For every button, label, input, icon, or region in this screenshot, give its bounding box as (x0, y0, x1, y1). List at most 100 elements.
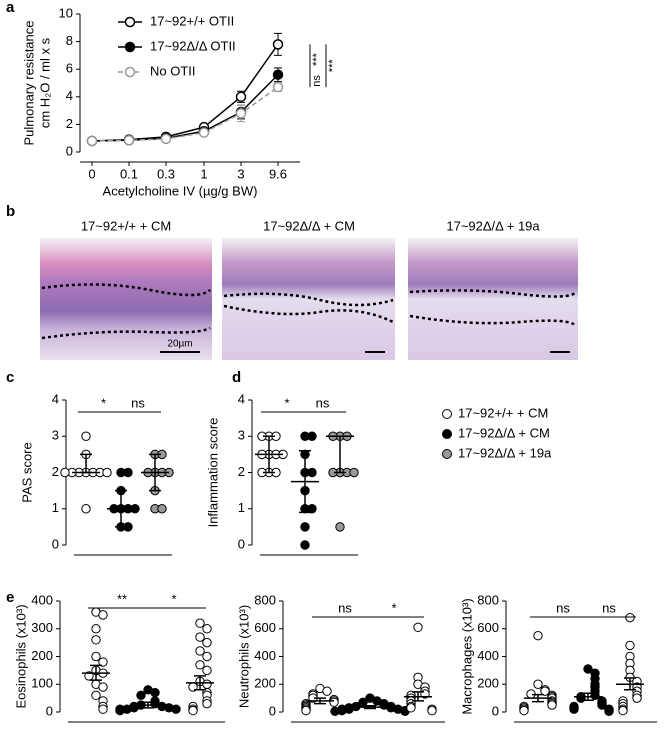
data-point (171, 704, 181, 714)
data-point (533, 630, 543, 641)
data-point (335, 522, 345, 532)
x-axis-label: Acetylcholine IV (µg/g BW) (103, 183, 258, 198)
marker (235, 91, 247, 103)
series-line (91, 43, 279, 142)
x-tick-label: 0.3 (157, 166, 175, 181)
x-tick-label: 1 (200, 166, 207, 181)
y-tick-label: 0 (52, 536, 59, 551)
significance-label: ns (311, 75, 323, 87)
data-point (413, 622, 423, 633)
data-point (590, 690, 600, 701)
significance-label: ns (556, 600, 570, 615)
data-point (604, 706, 614, 717)
significance-label: ns (316, 395, 330, 410)
significance-label: * (284, 395, 289, 410)
data-point (307, 467, 317, 478)
data-point (307, 431, 317, 441)
y-axis-label: Eosinophils (x10³) (13, 604, 28, 708)
legend-marker (124, 41, 136, 53)
histology-image (408, 238, 578, 360)
y-axis-label: Neutrophils (x10³) (236, 605, 251, 708)
data-point (60, 467, 70, 478)
data-point (583, 664, 593, 674)
image-title: 17~92Δ/Δ + 19a (446, 218, 540, 233)
significance-label: ** (117, 591, 127, 606)
histology-image (40, 238, 212, 360)
y-tick-label: 2 (66, 116, 73, 131)
data-point (81, 504, 91, 514)
y-tick-label: 0 (238, 536, 245, 551)
series-line (91, 74, 279, 142)
data-point (195, 660, 205, 670)
y-tick-label: 600 (254, 620, 276, 635)
data-point (625, 612, 635, 623)
image-title: 17~92Δ/Δ + CM (263, 218, 355, 233)
legend-marker (442, 449, 452, 459)
data-point (576, 693, 586, 703)
y-tick-label: 4 (66, 88, 73, 103)
data-point (300, 522, 310, 532)
data-point (202, 698, 212, 709)
y-tick-label: 200 (254, 676, 276, 691)
data-point (157, 504, 167, 514)
significance-label: * (101, 395, 106, 410)
y-axis-label: Inflammation score (205, 418, 220, 528)
boundary (223, 292, 394, 324)
significance-label: *** (327, 59, 339, 73)
legend-label: 17~92Δ/Δ OTII (150, 38, 236, 53)
data-point (625, 640, 635, 651)
data-point (533, 679, 543, 689)
data-point (427, 705, 437, 716)
data-point (98, 657, 108, 667)
data-point (322, 686, 332, 696)
data-point (123, 467, 133, 478)
data-point (91, 635, 101, 645)
y-tick-label: 0 (492, 703, 499, 718)
data-point (91, 624, 101, 634)
y-tick-label: 800 (254, 592, 276, 607)
data-point (618, 705, 628, 716)
marker (86, 135, 98, 147)
y-axis-label: Macrophages (x10³) (459, 598, 474, 714)
y-tick-label: 4 (238, 391, 245, 406)
y-tick-label: 400 (254, 648, 276, 663)
data-point (195, 618, 205, 628)
legend-label: 17~92+/+ + CM (458, 405, 548, 420)
data-point (301, 705, 311, 716)
y-tick-label: 2 (52, 464, 59, 479)
y-tick-label: 3 (238, 428, 245, 443)
significance-label: ns (602, 600, 616, 615)
data-point (115, 705, 125, 716)
marker (198, 127, 210, 138)
y-tick-label: 100 (31, 676, 53, 691)
data-point (98, 682, 108, 692)
significance-label: ns (131, 395, 145, 410)
data-point (91, 651, 101, 662)
series-line (91, 86, 279, 142)
boundary (41, 283, 211, 340)
data-point (98, 610, 108, 620)
y-tick-label: 8 (66, 33, 73, 48)
y-tick-label: 4 (52, 391, 59, 406)
data-point (597, 700, 607, 710)
data-point (307, 504, 317, 514)
y-tick-label: 0 (46, 703, 53, 718)
y-tick-label: 1 (238, 500, 245, 515)
x-tick-label: 0.1 (120, 166, 138, 181)
data-point (102, 467, 112, 478)
scale-bar-label: 20µm (167, 339, 192, 350)
y-tick-label: 10 (59, 5, 73, 20)
data-point (540, 686, 550, 696)
marker (272, 69, 284, 80)
data-point (330, 706, 340, 717)
y-tick-label: 200 (477, 676, 499, 691)
y-tick-label: 400 (31, 592, 53, 607)
marker (160, 133, 172, 145)
error-bar (334, 435, 346, 474)
marker (272, 39, 284, 50)
y-tick-label: 400 (477, 648, 499, 663)
data-point (81, 431, 91, 441)
panel-label: b (6, 203, 15, 220)
legend-label: 17~92+/+ OTII (150, 13, 234, 28)
data-point (300, 540, 310, 550)
